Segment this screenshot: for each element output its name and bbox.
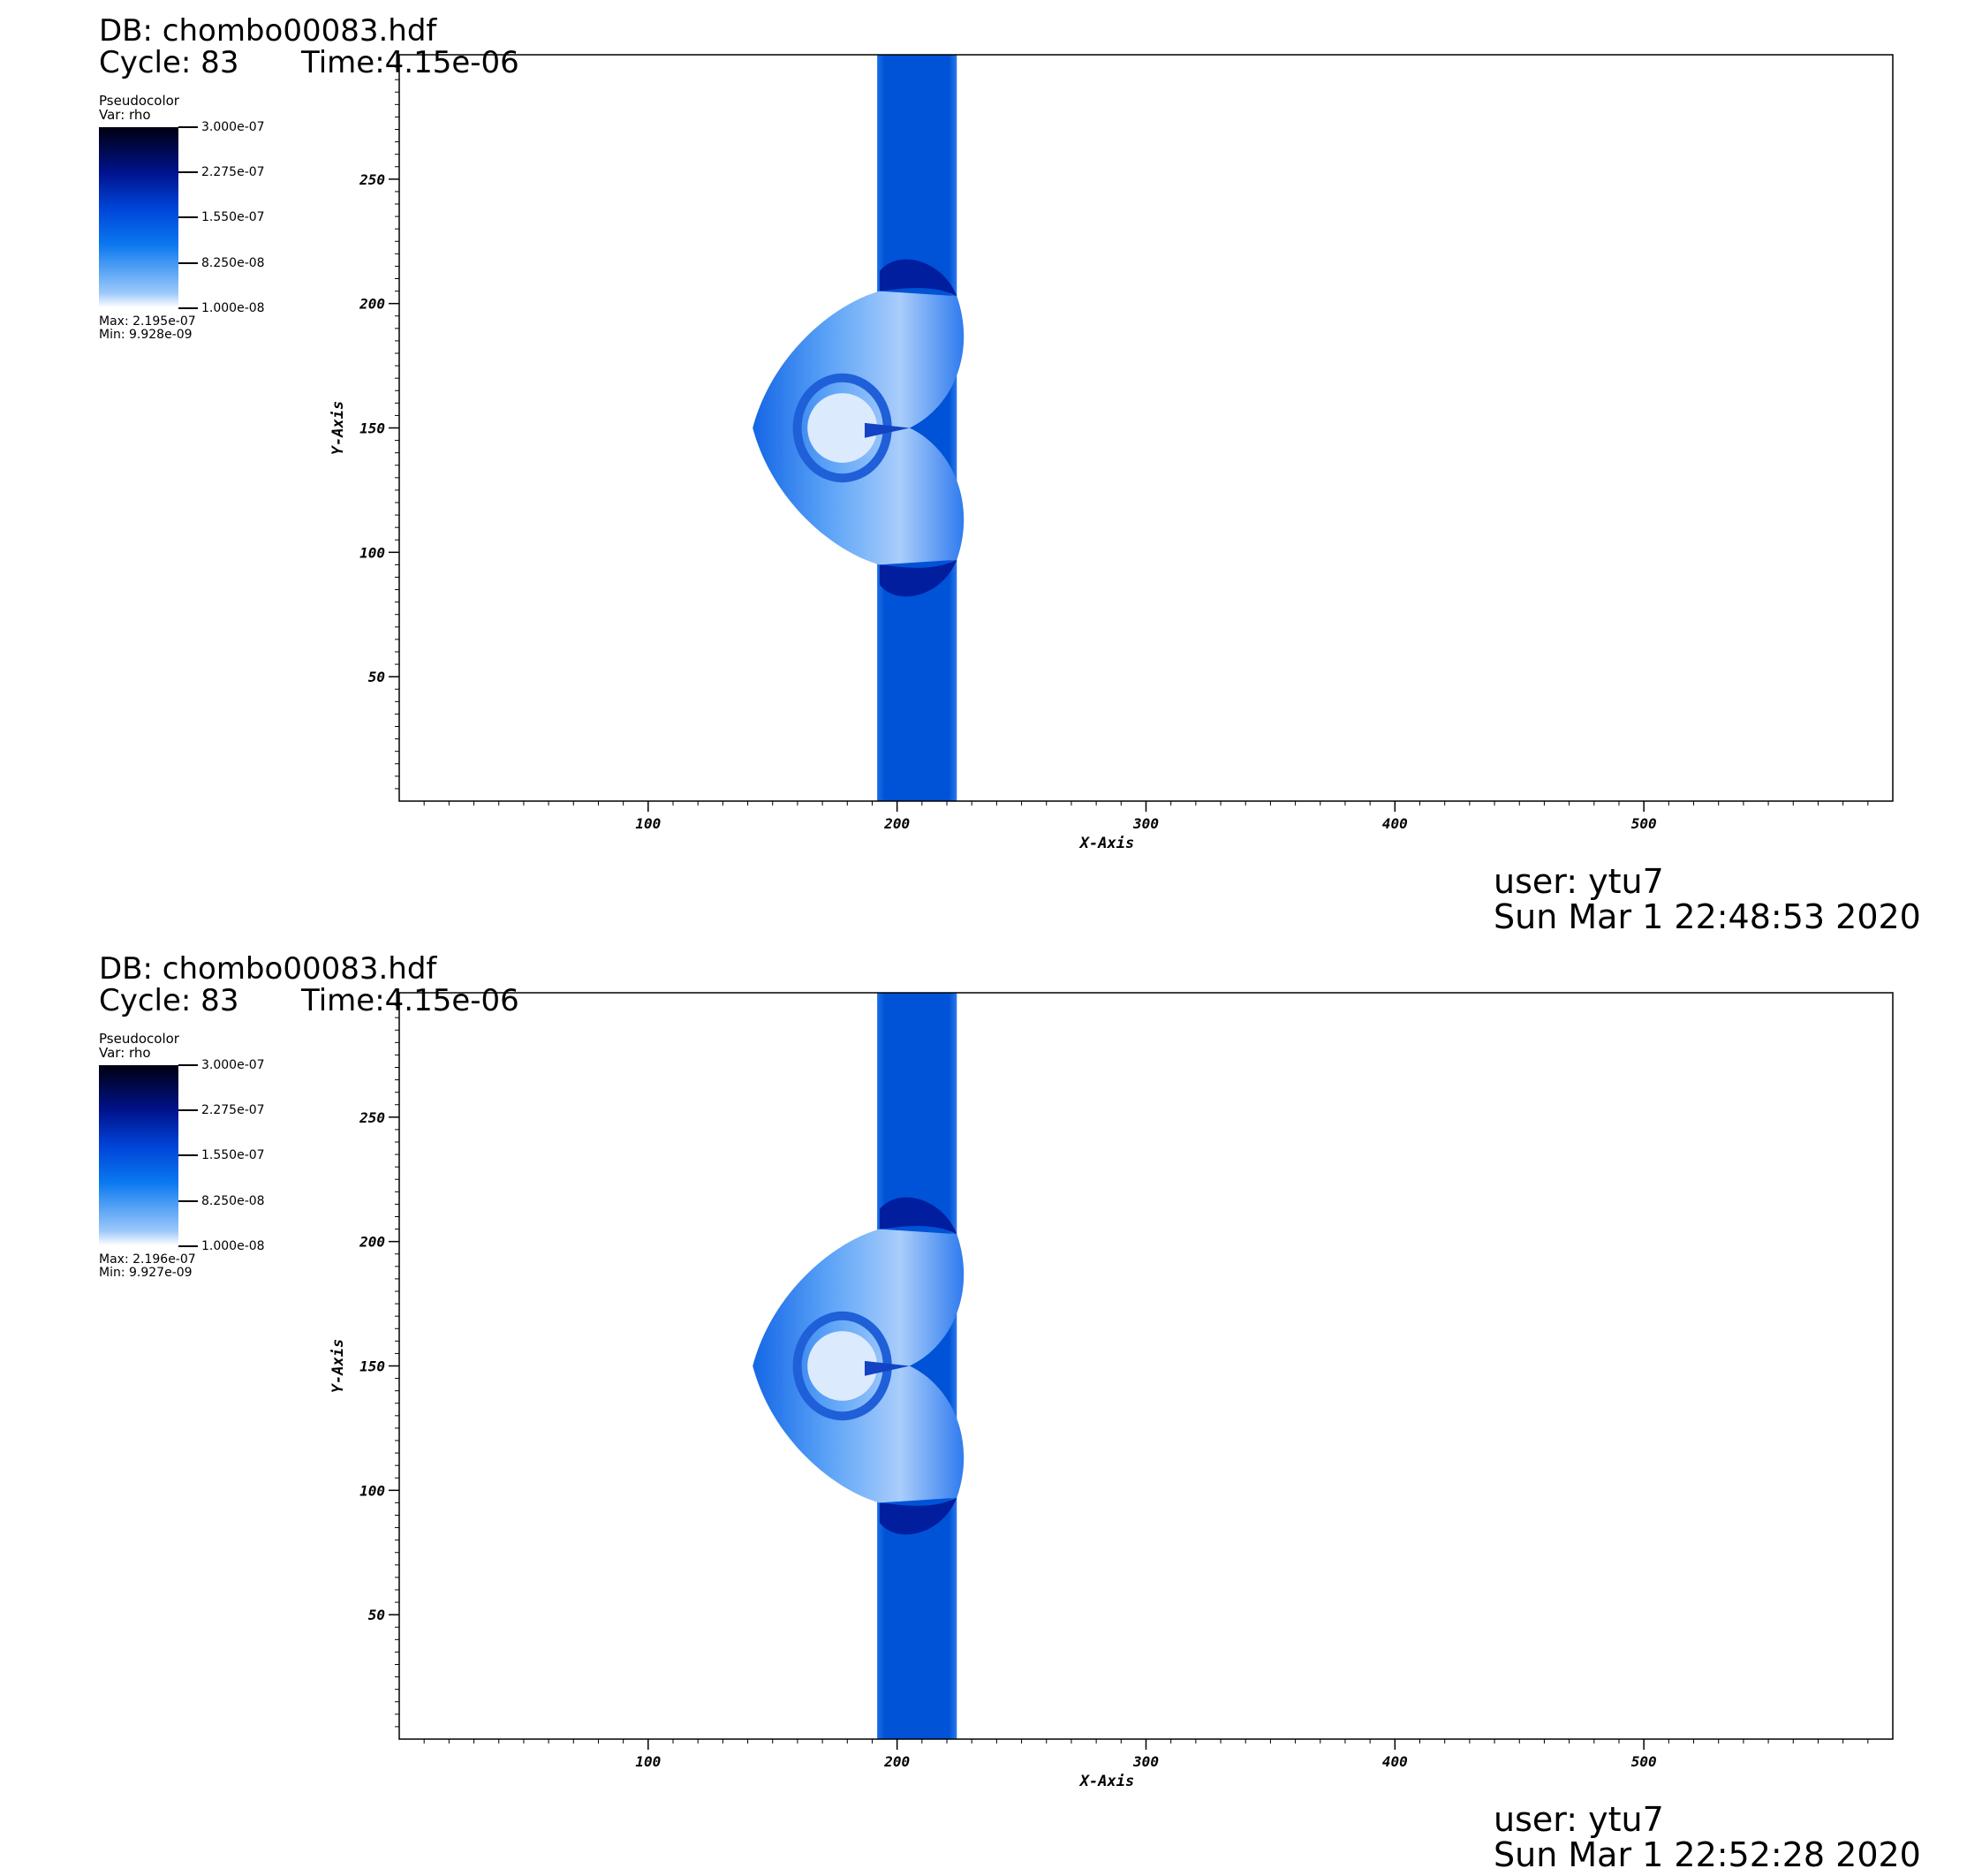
legend-min: Min: 9.927e-09: [99, 1266, 193, 1280]
density-field: [753, 993, 965, 1739]
legend-max: Max: 2.196e-07: [99, 1252, 196, 1267]
colorbar-tick: [178, 1154, 198, 1156]
date-label: Sun Mar 1 22:48:53 2020: [1494, 897, 1921, 936]
colorbar-tick: [178, 262, 198, 264]
user-label: user: ytu7: [1494, 862, 1664, 901]
y-axis-label: Y-Axis: [329, 401, 347, 455]
colorbar-tick-label: 2.275e-07: [201, 165, 265, 179]
date-label: Sun Mar 1 22:52:28 2020: [1494, 1835, 1921, 1874]
x-tick-label: 100: [635, 1753, 661, 1770]
time-label: Time:4.15e-06: [301, 45, 519, 80]
dense-cap-bottom: [879, 1497, 957, 1535]
x-tick-label: 300: [1132, 815, 1159, 832]
plot-panel-2: DB: chombo00083.hdf Cycle: 83 Time:4.15e…: [0, 938, 1982, 1876]
legend-var: Var: rho: [99, 1045, 151, 1061]
colorbar-tick-label: 1.000e-08: [201, 1239, 265, 1253]
colorbar: [99, 1065, 178, 1245]
x-tick-label: 500: [1631, 815, 1657, 832]
cycle-label: Cycle: 83: [99, 45, 239, 80]
y-tick-label: 150: [359, 1358, 385, 1375]
plot-frame: [398, 992, 1894, 1740]
y-tick-label: 200: [359, 1234, 385, 1251]
x-tick-label: 100: [635, 815, 661, 832]
center-jet: [865, 1360, 910, 1376]
legend-max: Max: 2.195e-07: [99, 314, 196, 329]
cycle-label: Cycle: 83: [99, 983, 239, 1018]
plot-panel-1: DB: chombo00083.hdf Cycle: 83 Time:4.15e…: [99, 13, 1921, 936]
x-axis-label: X-Axis: [1078, 1773, 1134, 1790]
colorbar-tick: [178, 1245, 198, 1247]
dense-cap-top: [879, 259, 957, 297]
colorbar-tick: [178, 1200, 198, 1202]
y-tick-label: 100: [359, 544, 385, 561]
colorbar-tick-label: 8.250e-08: [201, 256, 265, 270]
x-tick-label: 500: [1631, 1753, 1657, 1770]
dense-cap-bottom: [879, 559, 957, 597]
low-density-core: [807, 393, 878, 463]
legend-var: Var: rho: [99, 107, 151, 123]
colorbar-tick: [178, 171, 198, 173]
user-label: user: ytu7: [1494, 1800, 1664, 1839]
y-axis-label: Y-Axis: [329, 1339, 347, 1393]
density-plot: 100 200 300 400 500 50 100 150 200 250 X-Axis Y-Axi…: [329, 54, 1894, 852]
y-tick-label: 50: [368, 669, 385, 685]
legend-plot-type: Pseudocolor: [99, 1031, 179, 1047]
dense-cap-top: [879, 1197, 957, 1235]
colorbar-tick-label: 1.550e-07: [201, 210, 265, 224]
colorbar-tick-label: 8.250e-08: [201, 1194, 265, 1208]
legend-min: Min: 9.928e-09: [99, 328, 193, 342]
colorbar-tick: [178, 1064, 198, 1066]
colorbar-tick: [178, 307, 198, 309]
y-tick-label: 50: [368, 1607, 385, 1623]
colorbar-tick: [178, 1109, 198, 1111]
colorbar-tick-label: 3.000e-07: [201, 1058, 265, 1072]
time-label: Time:4.15e-06: [301, 983, 519, 1018]
y-tick-label: 200: [359, 296, 385, 313]
colorbar-tick-label: 3.000e-07: [201, 120, 265, 134]
colorbar-tick: [178, 126, 198, 128]
plot-frame: [398, 54, 1894, 802]
legend-plot-type: Pseudocolor: [99, 93, 179, 109]
y-tick-label: 250: [359, 171, 385, 188]
x-tick-label: 200: [883, 1753, 910, 1770]
x-tick-label: 300: [1132, 1753, 1159, 1770]
db-label: DB: chombo00083.hdf: [99, 951, 437, 987]
colorbar: [99, 127, 178, 307]
db-label: DB: chombo00083.hdf: [99, 13, 437, 49]
colorbar-tick-label: 1.550e-07: [201, 1148, 265, 1162]
density-plot: 100 200 300 400 500 50 100 150 200 250 X-Axis Y-Axi…: [329, 992, 1894, 1790]
x-tick-label: 400: [1382, 815, 1408, 832]
colorbar-tick-label: 1.000e-08: [201, 301, 265, 315]
colorbar-tick-label: 2.275e-07: [201, 1103, 265, 1117]
low-density-core: [807, 1331, 878, 1401]
y-tick-label: 150: [359, 420, 385, 437]
density-field: [753, 55, 965, 801]
y-tick-label: 100: [359, 1482, 385, 1499]
center-jet: [865, 422, 910, 438]
x-tick-label: 200: [883, 815, 910, 832]
colorbar-tick: [178, 216, 198, 218]
x-axis-label: X-Axis: [1078, 835, 1134, 852]
y-tick-label: 250: [359, 1109, 385, 1126]
x-tick-label: 400: [1382, 1753, 1408, 1770]
